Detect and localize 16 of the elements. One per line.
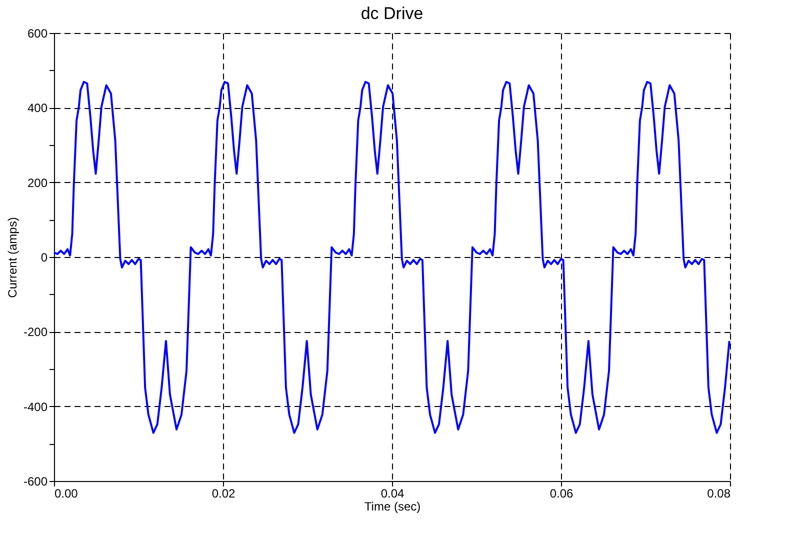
x-tick-label: 0.02 <box>212 486 236 500</box>
y-tick-label: -400 <box>23 400 48 414</box>
line-series <box>53 80 730 434</box>
y-tick-label: 400 <box>27 101 48 116</box>
x-tick-label: 0.06 <box>550 486 574 500</box>
x-tick-label: 0.04 <box>380 486 404 500</box>
x-tick-label: 0.08 <box>707 486 731 500</box>
x-axis-title: Time (sec) <box>364 500 421 514</box>
chart-title: dc Drive <box>360 4 424 23</box>
y-tick-label: 0 <box>40 250 48 264</box>
y-tick-label: 200 <box>27 176 48 190</box>
y-axis-title: Current (amps) <box>5 217 20 298</box>
y-tick-label: -600 <box>23 474 48 488</box>
x-tick-label: 0.00 <box>54 486 78 500</box>
y-tick-label: 600 <box>27 26 48 40</box>
y-tick-label: -200 <box>23 325 48 340</box>
